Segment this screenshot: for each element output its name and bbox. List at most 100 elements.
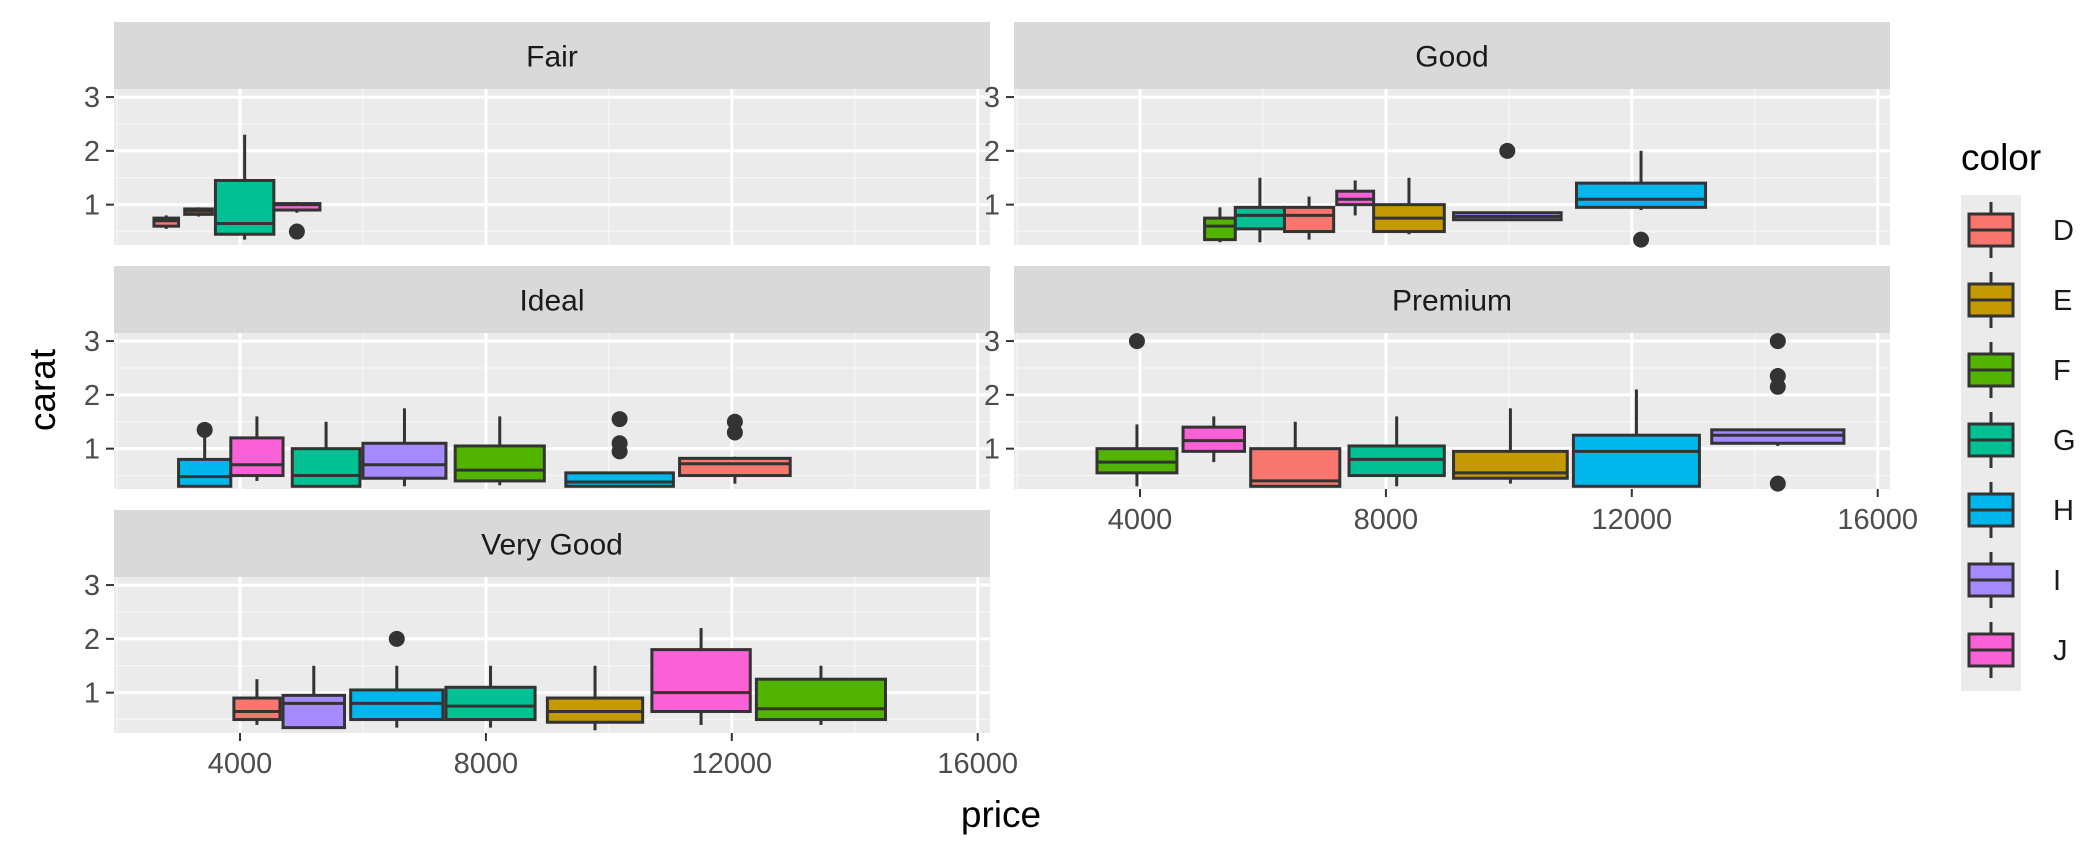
y-tick-label: 3 [984, 326, 1000, 358]
box-body [453, 444, 546, 483]
x-tick-label: 12000 [1591, 504, 1672, 536]
x-tick-label: 16000 [937, 748, 1018, 780]
box-H [177, 421, 233, 488]
box-body [177, 457, 233, 488]
box-I [1710, 333, 1846, 492]
outlier-point [388, 630, 405, 647]
y-tick-label: 3 [84, 570, 100, 602]
box-body [1571, 433, 1701, 488]
box-H [349, 630, 445, 728]
box-body [1574, 181, 1708, 209]
y-tick-label: 2 [84, 624, 100, 656]
panel-ideal: Ideal 1 2 3 [84, 266, 990, 489]
x-tick-label: 4000 [1108, 504, 1173, 536]
x-tick-label: 16000 [1837, 504, 1918, 536]
legend: color D E F G H I J [1961, 137, 2076, 691]
facet-strip [1014, 22, 1890, 89]
panel-premium: Premium 1 2 3 4000 8000 12000 16000 [984, 266, 1918, 536]
box-D [1282, 196, 1336, 240]
y-tick-label: 2 [984, 380, 1000, 412]
y-tick-label: 1 [84, 434, 100, 466]
box-G [444, 665, 537, 728]
legend-item-G: G [1967, 412, 2076, 468]
box-F [1095, 333, 1179, 487]
box-J [229, 416, 285, 481]
x-axis-title: price [961, 794, 1041, 835]
facet-strip-label: Premium [1392, 285, 1512, 318]
y-tick-label: 1 [984, 434, 1000, 466]
facet-strip-label: Fair [526, 41, 578, 74]
box-G [213, 134, 276, 240]
legend-item-J: J [1967, 622, 2068, 678]
outlier-point [1633, 231, 1650, 248]
box-F [453, 416, 546, 486]
legend-item-I: I [1967, 552, 2061, 608]
facet-strip [1014, 266, 1890, 333]
box-body [213, 178, 276, 236]
plot-background [1014, 89, 1890, 245]
box-body [290, 447, 362, 488]
box-J [1335, 180, 1376, 216]
box-D [232, 679, 282, 725]
box-H [1574, 150, 1708, 248]
box-E [1452, 408, 1569, 484]
outlier-point [726, 424, 743, 441]
facet-strip [114, 510, 990, 577]
box-body [1203, 216, 1237, 242]
box-body [564, 471, 675, 488]
x-tick-label: 8000 [454, 748, 519, 780]
box-H [1571, 389, 1701, 488]
legend-title: color [1961, 137, 2041, 178]
y-tick-label: 1 [84, 678, 100, 710]
outlier-point [611, 411, 628, 428]
legend-item-H: H [1967, 482, 2074, 538]
box-body [281, 693, 347, 730]
legend-label: H [2053, 495, 2074, 527]
legend-label: I [2053, 565, 2061, 597]
outlier-point [196, 421, 213, 438]
box-E [1372, 177, 1446, 235]
box-body [1282, 205, 1336, 234]
facet-strip [114, 266, 990, 333]
outlier-point [1769, 333, 1786, 350]
box-I [281, 665, 347, 730]
legend-label: F [2053, 355, 2071, 387]
box-G [1347, 416, 1446, 487]
y-tick-label: 3 [84, 326, 100, 358]
legend-label: D [2053, 215, 2074, 247]
box-body [678, 456, 792, 478]
panel-very-good: Very Good 1 2 3 4000 8000 12000 16000 [84, 510, 1018, 780]
facet-strip-label: Ideal [519, 285, 584, 318]
box-J [650, 628, 752, 725]
outlier-point [1128, 333, 1145, 350]
x-tick-label: 4000 [208, 748, 273, 780]
y-tick-label: 1 [984, 190, 1000, 222]
box-F [754, 665, 887, 725]
box-D [152, 215, 181, 229]
facet-strip-label: Good [1415, 41, 1488, 74]
box-J [1181, 416, 1247, 463]
legend-item-D: D [1967, 202, 2074, 258]
y-tick-label: 3 [84, 82, 100, 114]
box-G [290, 421, 362, 488]
box-D [678, 413, 792, 484]
box-body [229, 436, 285, 478]
legend-label: G [2053, 425, 2076, 457]
facet-panels: Fair 1 2 3 Good 1 2 3 Ideal 1 2 3 Premium 1 2 3 4000 8000… [84, 22, 1918, 780]
x-tick-label: 12000 [691, 748, 772, 780]
box-E [183, 207, 214, 217]
legend-label: E [2053, 285, 2072, 317]
y-axis-title: carat [22, 348, 63, 431]
box-D [1249, 421, 1342, 488]
facet-strip [114, 22, 990, 89]
outlier-point [1769, 475, 1786, 492]
box-H [564, 411, 675, 488]
outlier-point [1769, 378, 1786, 395]
outlier-point [1499, 142, 1516, 159]
facet-strip-label: Very Good [481, 529, 623, 562]
outlier-point [288, 223, 305, 240]
y-tick-label: 3 [984, 82, 1000, 114]
box-body [232, 696, 282, 722]
x-tick-label: 8000 [1354, 504, 1419, 536]
